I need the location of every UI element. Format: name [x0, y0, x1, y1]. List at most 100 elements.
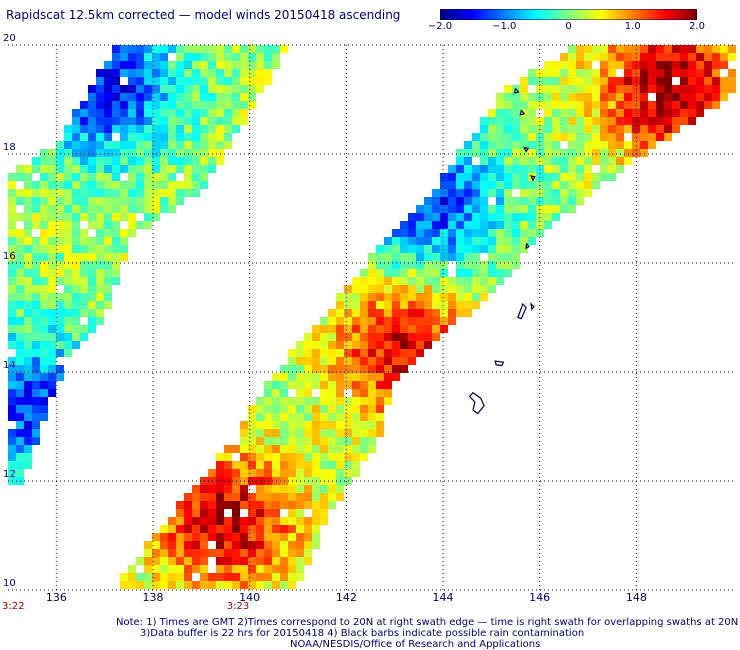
heatmap-cell: [368, 277, 376, 285]
heatmap-cell: [304, 469, 312, 477]
heatmap-cell: [432, 213, 440, 221]
heatmap-cell: [152, 533, 160, 541]
heatmap-cell: [368, 253, 376, 261]
heatmap-cell: [288, 373, 296, 381]
heatmap-cell: [296, 501, 304, 509]
heatmap-cell: [376, 261, 384, 269]
heatmap-cell: [496, 205, 504, 213]
heatmap-cell: [208, 45, 216, 53]
heatmap-cell: [208, 141, 216, 149]
heatmap-cell: [720, 85, 728, 93]
heatmap-cell: [464, 213, 472, 221]
heatmap-cell: [368, 429, 376, 437]
heatmap-cell: [432, 237, 440, 245]
heatmap-cell: [128, 181, 136, 189]
heatmap-cell: [352, 389, 360, 397]
heatmap-cell: [296, 533, 304, 541]
heatmap-cell: [728, 85, 736, 93]
heatmap-cell: [216, 93, 224, 101]
heatmap-cell: [496, 173, 504, 181]
heatmap-cell: [680, 53, 688, 61]
heatmap-cell: [488, 285, 496, 293]
heatmap-cell: [560, 149, 568, 157]
heatmap-cell: [672, 117, 680, 125]
heatmap-cell: [104, 157, 112, 165]
heatmap-cell: [72, 229, 80, 237]
heatmap-cell: [56, 213, 64, 221]
heatmap-cell: [208, 517, 216, 525]
heatmap-cell: [32, 325, 40, 333]
heatmap-cell: [160, 525, 168, 533]
heatmap-cell: [504, 109, 512, 117]
heatmap-cell: [112, 157, 120, 165]
heatmap-cell: [112, 149, 120, 157]
heatmap-cell: [144, 53, 152, 61]
heatmap-cell: [256, 61, 264, 69]
heatmap-cell: [16, 189, 24, 197]
heatmap-cell: [328, 421, 336, 429]
heatmap-cell: [72, 157, 80, 165]
heatmap-cell: [216, 101, 224, 109]
island-outline: [494, 360, 505, 367]
heatmap-cell: [168, 133, 176, 141]
heatmap-cell: [48, 221, 56, 229]
heatmap-cell: [432, 277, 440, 285]
heatmap-cell: [216, 109, 224, 117]
heatmap-cell: [272, 581, 280, 589]
heatmap-cell: [272, 437, 280, 445]
heatmap-cell: [192, 565, 200, 573]
heatmap-cell: [568, 109, 576, 117]
heatmap-cell: [336, 325, 344, 333]
heatmap-cell: [576, 117, 584, 125]
heatmap-cell: [152, 45, 160, 53]
heatmap-cell: [24, 413, 32, 421]
heatmap-cell: [496, 245, 504, 253]
heatmap-cell: [440, 293, 448, 301]
heatmap-cell: [80, 181, 88, 189]
heatmap-cell: [472, 189, 480, 197]
heatmap-cell: [528, 93, 536, 101]
heatmap-cell: [488, 133, 496, 141]
heatmap-cell: [416, 205, 424, 213]
heatmap-cell: [232, 533, 240, 541]
heatmap-cell: [168, 557, 176, 565]
heatmap-cell: [424, 277, 432, 285]
heatmap-cell: [608, 133, 616, 141]
heatmap-cell: [56, 349, 64, 357]
heatmap-cell: [48, 261, 56, 269]
heatmap-cell: [216, 125, 224, 133]
heatmap-cell: [528, 229, 536, 237]
heatmap-cell: [224, 469, 232, 477]
heatmap-cell: [432, 293, 440, 301]
heatmap-cell: [192, 165, 200, 173]
heatmap-cell: [368, 317, 376, 325]
heatmap-cell: [368, 325, 376, 333]
heatmap-cell: [80, 205, 88, 213]
heatmap-cell: [48, 213, 56, 221]
heatmap-cell: [704, 69, 712, 77]
heatmap-cell: [264, 389, 272, 397]
heatmap-cell: [80, 253, 88, 261]
heatmap-cell: [32, 181, 40, 189]
heatmap-cell: [24, 357, 32, 365]
heatmap-cell: [616, 53, 624, 61]
heatmap-cell: [328, 405, 336, 413]
heatmap-cell: [608, 93, 616, 101]
heatmap-cell: [512, 229, 520, 237]
heatmap-cell: [424, 229, 432, 237]
heatmap-cell: [40, 325, 48, 333]
heatmap-cell: [456, 229, 464, 237]
heatmap-cell: [384, 333, 392, 341]
heatmap-cell: [8, 237, 16, 245]
heatmap-cell: [264, 61, 272, 69]
heatmap-cell: [272, 525, 280, 533]
heatmap-cell: [712, 53, 720, 61]
heatmap-cell: [232, 61, 240, 69]
heatmap-cell: [272, 501, 280, 509]
heatmap-cell: [528, 117, 536, 125]
heatmap-cell: [256, 493, 264, 501]
heatmap-cell: [528, 141, 536, 149]
heatmap-cell: [280, 421, 288, 429]
heatmap-cell: [208, 125, 216, 133]
heatmap-cell: [496, 269, 504, 277]
